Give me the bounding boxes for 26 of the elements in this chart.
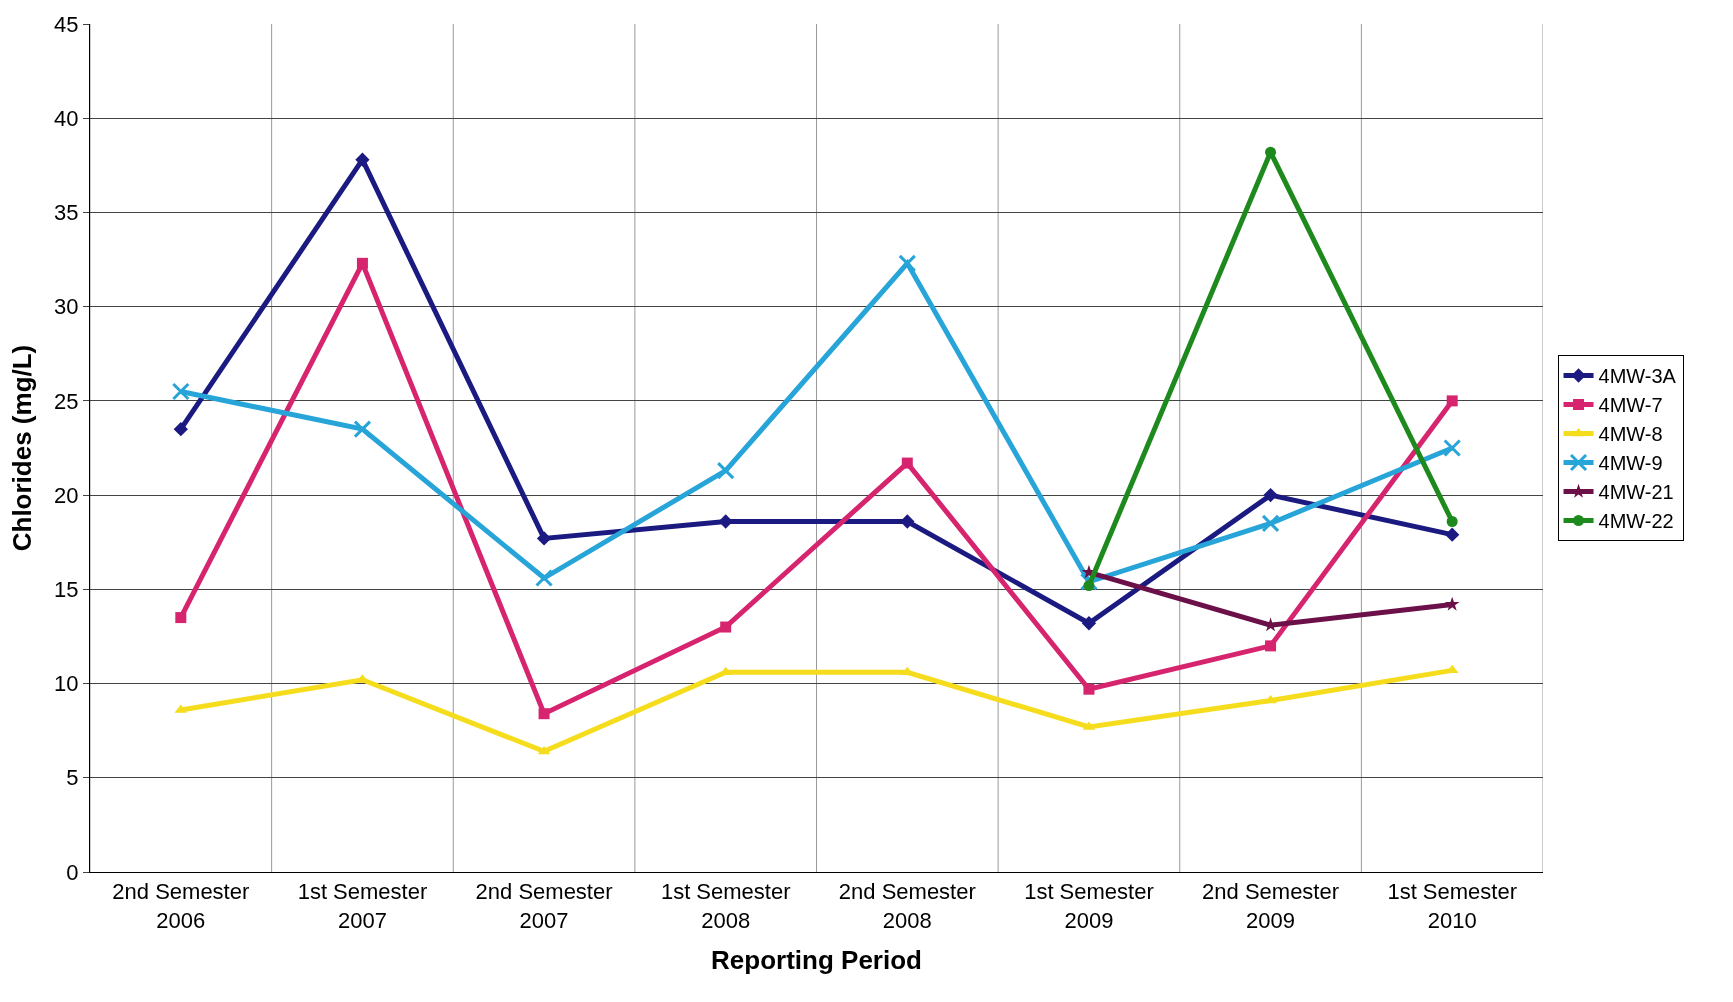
x-axis-title: Reporting Period xyxy=(711,944,922,975)
y-axis-title: Chlorides (mg/L) xyxy=(6,344,37,552)
legend-label: 4MW-21 xyxy=(1598,481,1674,504)
x-tick-label: 1st Semester 2009 xyxy=(1024,879,1154,933)
legend-label: 4MW-22 xyxy=(1598,510,1674,533)
y-tick-label: 5 xyxy=(66,765,79,791)
legend-label: 4MW-3A xyxy=(1598,365,1677,388)
x-tick-label: 2nd Semester 2009 xyxy=(1202,879,1340,933)
y-tick-label: 10 xyxy=(54,671,79,697)
x-tick-label: 1st Semester 2007 xyxy=(297,879,428,933)
x-tick-label: 2nd Semester 2007 xyxy=(475,879,613,933)
y-tick-label: 25 xyxy=(54,388,79,414)
y-tick-label: 30 xyxy=(54,294,79,320)
y-tick-label: 15 xyxy=(54,577,79,603)
y-tick-label: 40 xyxy=(54,105,79,131)
y-tick-label: 0 xyxy=(66,859,79,885)
y-tick-label: 20 xyxy=(54,482,79,508)
x-tick-label: 1st Semester 2010 xyxy=(1387,879,1517,933)
y-tick-label: 45 xyxy=(54,11,79,37)
x-tick-label: 1st Semester 2008 xyxy=(660,879,791,933)
x-tick-label: 2nd Semester 2008 xyxy=(838,879,976,933)
y-tick-label: 35 xyxy=(54,200,79,226)
legend-label: 4MW-7 xyxy=(1598,394,1663,417)
legend-label: 4MW-9 xyxy=(1598,452,1663,475)
legend-label: 4MW-8 xyxy=(1598,423,1663,446)
x-tick-label: 2nd Semester 2006 xyxy=(112,879,250,933)
